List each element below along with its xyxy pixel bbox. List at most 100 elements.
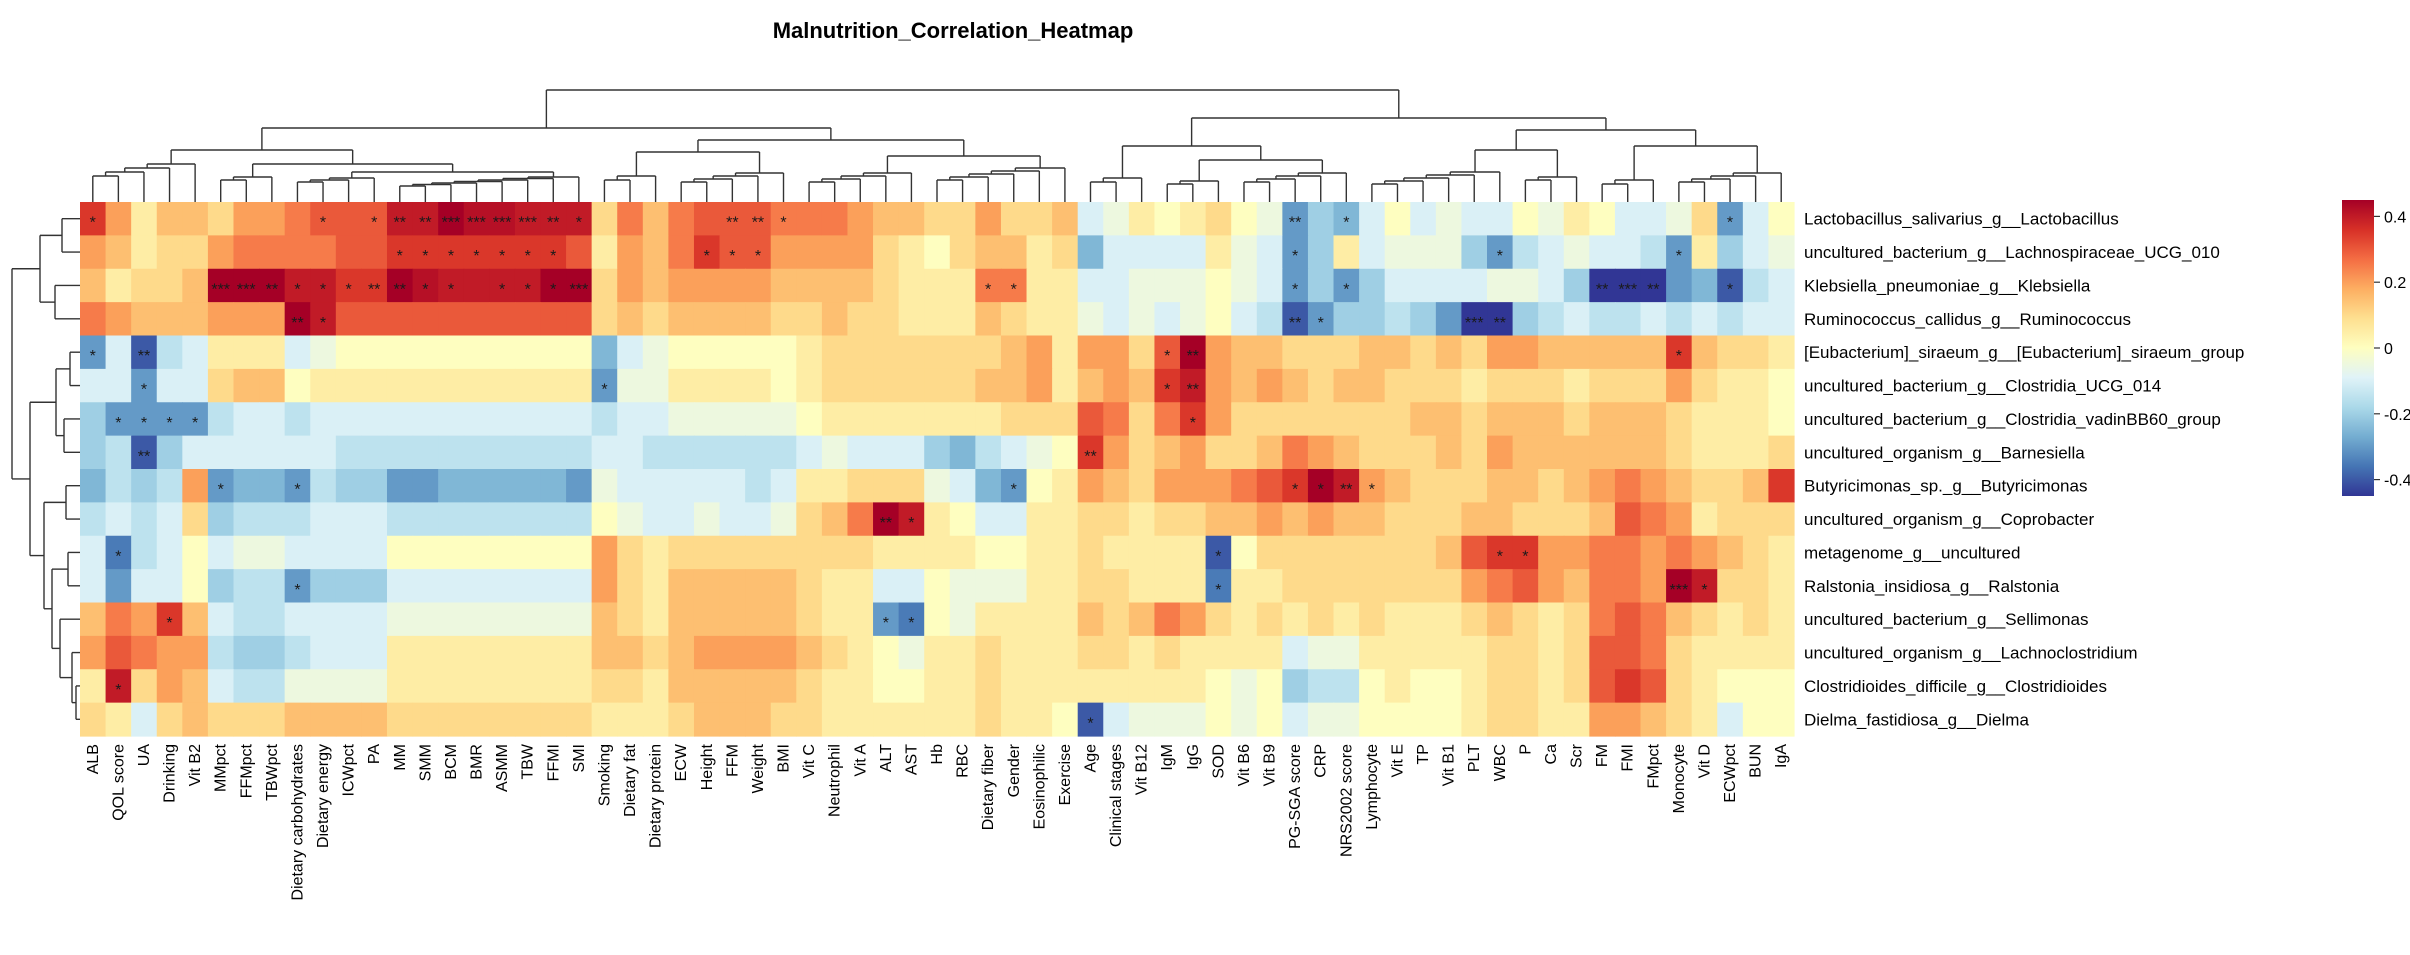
heatmap-cell	[105, 635, 132, 670]
heatmap-cell	[617, 235, 644, 270]
heatmap-cell	[770, 502, 797, 537]
heatmap-cell	[131, 469, 158, 503]
significance-star: *	[883, 615, 889, 632]
heatmap-cell	[259, 235, 286, 270]
heatmap-cell	[1077, 702, 1104, 737]
heatmap-cell	[1691, 502, 1718, 537]
heatmap-cell	[1384, 202, 1411, 236]
heatmap-cell	[1410, 368, 1437, 403]
heatmap-cell	[1333, 569, 1360, 604]
heatmap-cell	[463, 435, 490, 470]
row-label: Ralstonia_insidiosa_g__Ralstonia	[1804, 577, 2060, 596]
heatmap-cell	[438, 602, 465, 637]
heatmap-cell	[1666, 535, 1693, 570]
heatmap-cell	[1640, 235, 1667, 270]
heatmap-cell	[386, 602, 414, 637]
heatmap-cell	[719, 235, 746, 270]
heatmap-cell	[719, 302, 746, 337]
heatmap-cell	[770, 235, 797, 270]
heatmap-cell	[80, 268, 107, 303]
heatmap-cell	[566, 335, 593, 370]
heatmap-cell	[105, 702, 132, 737]
heatmap-cell	[1384, 368, 1411, 403]
heatmap-cell	[1231, 335, 1258, 370]
heatmap-cell	[412, 469, 439, 503]
heatmap-cell	[873, 702, 900, 737]
heatmap-cell	[463, 402, 490, 437]
column-label: IgA	[1773, 744, 1790, 768]
heatmap-cell	[1435, 368, 1463, 403]
heatmap-cell	[284, 635, 311, 670]
heatmap-cell	[1256, 235, 1283, 270]
heatmap-cell	[1717, 469, 1744, 503]
heatmap-cell	[540, 435, 567, 470]
heatmap-cell	[796, 402, 823, 437]
heatmap-cell	[1666, 302, 1693, 337]
heatmap-cell	[1077, 202, 1104, 236]
heatmap-cell	[949, 435, 976, 470]
heatmap-cell	[233, 602, 260, 637]
heatmap-cell	[1000, 602, 1028, 637]
heatmap-cell	[1384, 435, 1411, 470]
heatmap-cell	[1410, 502, 1437, 537]
heatmap-cell	[1256, 702, 1283, 737]
significance-star: *	[908, 515, 914, 532]
heatmap-cell	[1180, 502, 1207, 537]
heatmap-cell	[1205, 368, 1232, 403]
heatmap-cell	[1589, 469, 1616, 503]
row-label: Klebsiella_pneumoniae_g__Klebsiella	[1804, 276, 2091, 295]
column-label: ECW	[673, 743, 690, 781]
heatmap-cell	[949, 602, 976, 637]
heatmap-cell	[1640, 669, 1667, 704]
heatmap-cell	[1640, 469, 1667, 503]
heatmap-cell	[719, 368, 746, 403]
heatmap-cell	[131, 368, 158, 403]
column-label: BMI	[776, 744, 793, 772]
heatmap-cell	[182, 368, 209, 403]
heatmap-cell	[1282, 602, 1309, 637]
heatmap-cell	[1589, 402, 1616, 437]
column-label: PA	[366, 744, 383, 764]
heatmap-cell	[1461, 335, 1488, 370]
heatmap-cell	[259, 268, 286, 303]
heatmap-cell	[1768, 569, 1795, 604]
heatmap-cell	[1282, 268, 1309, 303]
heatmap-cell	[642, 368, 669, 403]
heatmap-cell	[821, 402, 849, 437]
heatmap-cell	[821, 202, 849, 236]
heatmap-cell	[1128, 235, 1156, 270]
heatmap-cell	[796, 268, 823, 303]
heatmap-cell	[719, 535, 746, 570]
heatmap-cell	[284, 235, 311, 270]
heatmap-cell	[259, 335, 286, 370]
heatmap-cell	[1589, 702, 1616, 737]
column-label: Dietary protein	[648, 744, 665, 848]
heatmap-cell	[770, 202, 797, 236]
significance-star: **	[291, 315, 303, 332]
heatmap-cell	[259, 669, 286, 704]
heatmap-cell	[693, 635, 721, 670]
heatmap-cell	[1205, 502, 1232, 537]
significance-star: *	[1522, 548, 1528, 565]
heatmap-cell	[1614, 402, 1642, 437]
heatmap-cell	[1282, 435, 1309, 470]
heatmap-cell	[693, 435, 721, 470]
heatmap-cell	[131, 302, 158, 337]
significance-star: **	[394, 281, 406, 298]
heatmap-cell	[1589, 535, 1616, 570]
heatmap-cell	[310, 268, 337, 303]
heatmap-cell	[80, 302, 107, 337]
heatmap-cell	[719, 702, 746, 737]
row-label: uncultured_bacterium_g__Clostridia_UCG_0…	[1804, 377, 2161, 396]
heatmap-cell	[1666, 235, 1693, 270]
heatmap-cell	[1180, 535, 1207, 570]
heatmap-cell	[233, 502, 260, 537]
heatmap-cell	[540, 702, 567, 737]
heatmap-cell	[1487, 435, 1514, 470]
heatmap-cell	[719, 335, 746, 370]
heatmap-cell	[1307, 535, 1335, 570]
heatmap-cell	[1589, 635, 1616, 670]
heatmap-cell	[1487, 569, 1514, 604]
column-label: Dietary fiber	[980, 743, 997, 830]
heatmap-cell	[1435, 302, 1463, 337]
